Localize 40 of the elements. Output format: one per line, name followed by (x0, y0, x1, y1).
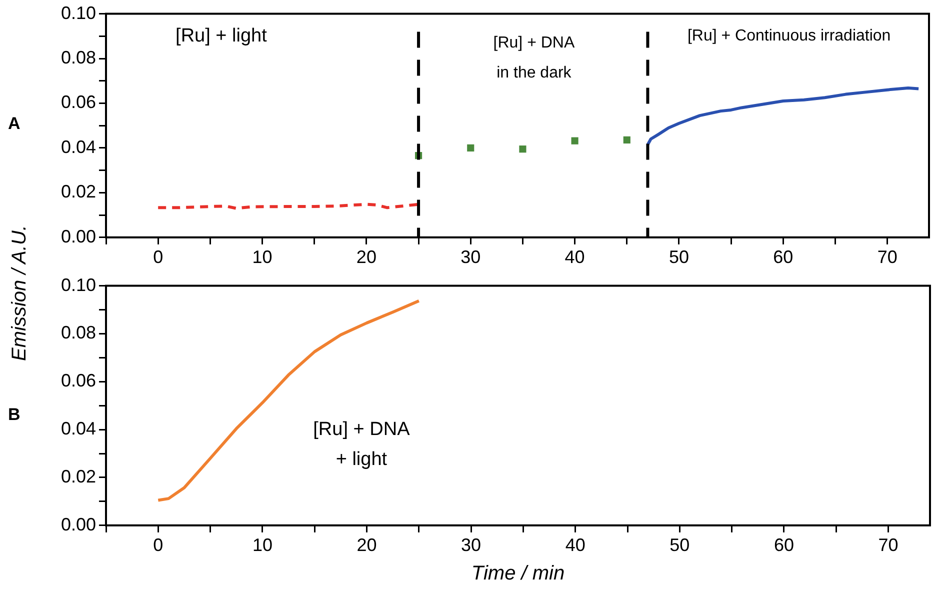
x-tick-label: 0 (153, 247, 164, 268)
y-tick-label: 0.10 (60, 274, 96, 295)
point (571, 137, 578, 144)
point (467, 144, 474, 152)
x-tick-label: 40 (565, 535, 586, 556)
x-tick-label: 60 (773, 247, 794, 268)
x-axis-title: Time / min (471, 562, 565, 585)
x-tick-label: 20 (356, 247, 376, 268)
point (519, 146, 526, 153)
text: B (8, 404, 20, 425)
annotation: [Ru] + Continuous irradiation (687, 28, 891, 45)
x-tick-label: 10 (252, 247, 272, 268)
x-tick-label: 30 (460, 247, 481, 268)
x-tick-label: 50 (668, 247, 689, 268)
y-tick-label: 0.10 (60, 2, 96, 23)
x-tick-label: 60 (774, 535, 794, 556)
y-tick-label: 0.00 (60, 514, 96, 534)
annotation: [Ru] + DNA in the dark (493, 34, 575, 82)
x-tick-label: 70 (877, 247, 898, 268)
point (623, 136, 630, 144)
x-tick-label: 40 (564, 247, 585, 268)
y-tick-label: 0.04 (60, 418, 96, 439)
x-tick-label: 70 (878, 535, 898, 556)
x-tick-label: 50 (670, 535, 690, 556)
text: A (8, 114, 20, 134)
y-tick-label: 0.08 (60, 47, 96, 68)
y-tick-label: 0.06 (60, 370, 96, 391)
x-tick-label: 20 (356, 535, 377, 556)
y-tick-label: 0.08 (60, 322, 96, 343)
x-tick-label: 0 (153, 535, 164, 556)
x-tick-label: 30 (461, 535, 482, 556)
annotation: [Ru] + DNA + light (313, 418, 410, 470)
annotation: [Ru] + light (176, 25, 268, 46)
y-tick-label: 0.02 (60, 466, 96, 486)
x-tick-label: 10 (252, 535, 272, 556)
y-tick-label: 0.02 (60, 182, 96, 202)
y-tick-label: 0.00 (60, 226, 96, 246)
y-tick-label: 0.06 (60, 92, 96, 112)
y-tick-label: 0.04 (60, 136, 96, 157)
y-axis-title: Emission / A.U. (8, 225, 32, 361)
